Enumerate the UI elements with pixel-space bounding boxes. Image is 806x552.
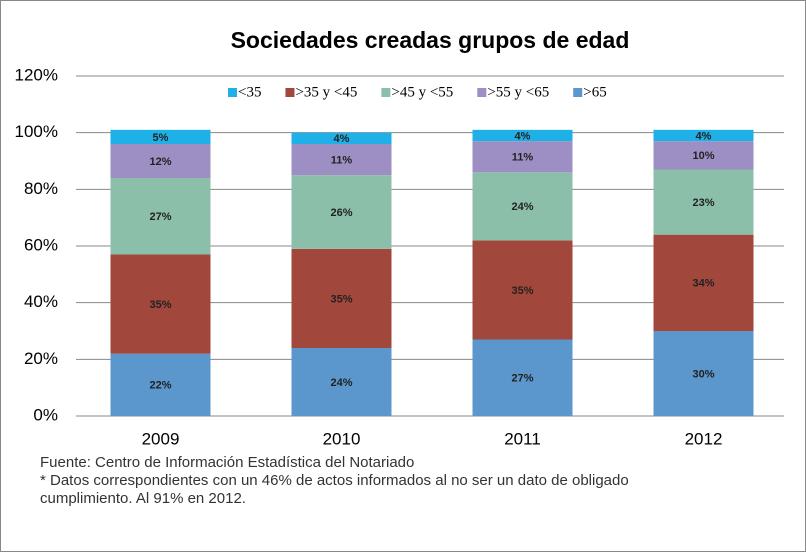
data-label: 35%: [511, 285, 533, 297]
x-tick-label: 2011: [504, 429, 541, 448]
bar-segment: [110, 254, 211, 354]
bar-segment: [291, 144, 392, 176]
legend-label: >45 y <55: [391, 84, 453, 100]
data-label: 34%: [692, 278, 714, 290]
data-label: 27%: [149, 211, 171, 223]
y-tick-label: 20%: [24, 349, 58, 368]
data-label: 10%: [692, 150, 714, 162]
bar-segment: [653, 234, 754, 331]
legend-label: <35: [238, 84, 261, 100]
data-label: 4%: [515, 130, 531, 142]
x-tick-label: 2009: [142, 429, 180, 448]
bar-segment: [472, 172, 573, 241]
bar-segment: [653, 141, 754, 170]
bar-segment: [291, 348, 392, 416]
data-label: 35%: [149, 299, 171, 311]
legend-swatch: [228, 88, 237, 97]
bar-segment: [472, 141, 573, 173]
bar-segment: [472, 129, 573, 142]
data-label: 24%: [511, 201, 533, 213]
note: Fuente: Centro de Información Estadístic…: [40, 454, 414, 471]
y-tick-label: 80%: [24, 179, 58, 198]
data-label: 11%: [331, 154, 353, 166]
data-label: 4%: [334, 133, 350, 145]
data-label: 35%: [330, 293, 352, 305]
legend-label: >65: [583, 84, 606, 100]
data-label: 26%: [330, 207, 352, 219]
chart-title: Sociedades creadas grupos de edad: [231, 27, 630, 53]
bar-segment: [110, 178, 211, 255]
y-tick-label: 40%: [24, 292, 58, 311]
y-tick-label: 60%: [24, 235, 58, 254]
y-tick-label: 120%: [15, 65, 58, 84]
legend-swatch: [477, 88, 487, 97]
legend-label: >35 y <45: [295, 84, 357, 100]
bar-segment: [472, 240, 573, 340]
bar-segment: [110, 129, 211, 144]
data-label: 12%: [149, 156, 171, 168]
x-tick-label: 2010: [323, 429, 361, 448]
bar-segment: [291, 132, 392, 144]
bar-segment: [110, 353, 211, 416]
bar-segment: [653, 331, 754, 416]
bar-segment: [472, 339, 573, 416]
data-label: 4%: [696, 130, 712, 142]
data-label: 27%: [511, 373, 533, 385]
note: * Datos correspondientes con un 46% de a…: [40, 472, 629, 489]
legend-swatch: [381, 88, 391, 97]
y-tick-label: 100%: [15, 122, 58, 141]
data-label: 23%: [692, 197, 714, 209]
legend-swatch: [285, 88, 295, 97]
legend-label: >55 y <65: [487, 84, 549, 100]
data-label: 24%: [330, 377, 352, 389]
bar-segment: [291, 175, 392, 249]
data-label: 22%: [149, 380, 171, 392]
note: cumplimiento. Al 91% en 2012.: [40, 490, 246, 507]
bar-segment: [291, 248, 392, 348]
legend-swatch: [573, 88, 583, 97]
bar-segment: [653, 169, 754, 235]
y-tick-label: 0%: [33, 405, 58, 424]
data-label: 5%: [153, 132, 169, 144]
data-label: 30%: [692, 368, 714, 380]
data-label: 11%: [512, 152, 534, 164]
bar-segment: [110, 144, 211, 178]
x-tick-label: 2012: [685, 429, 723, 448]
bar-segment: [653, 129, 754, 142]
